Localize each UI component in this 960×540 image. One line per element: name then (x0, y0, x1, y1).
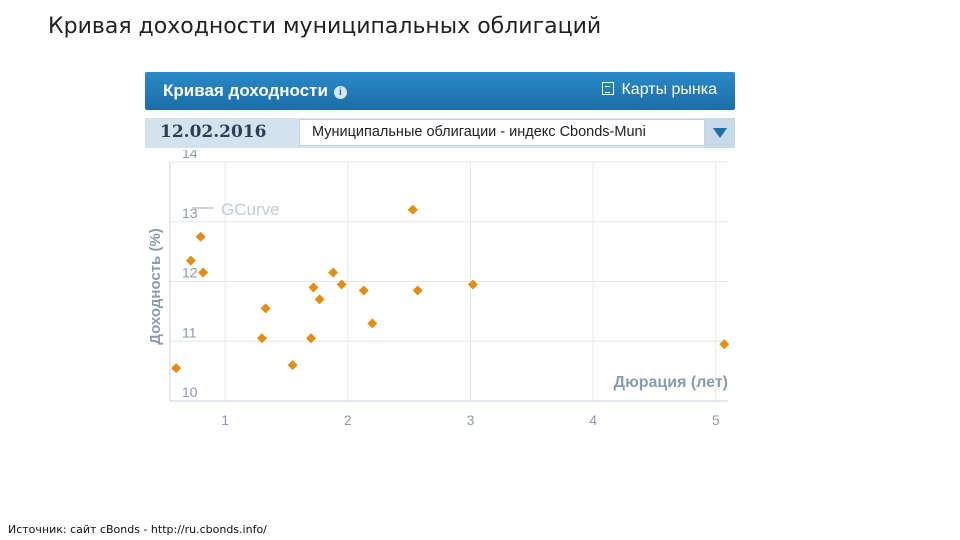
x-axis-label: Дюрация (лет) (614, 374, 728, 391)
date-field[interactable]: 12.02.2016 (160, 122, 267, 142)
x-tick-label: 2 (344, 412, 352, 428)
data-point (336, 279, 347, 290)
x-tick-label: 1 (221, 412, 229, 428)
data-point (256, 333, 267, 344)
data-point (195, 231, 206, 242)
y-tick-label: 11 (182, 324, 197, 340)
y-axis-label: Доходность (%) (147, 228, 164, 345)
y-tick-label: 10 (182, 384, 198, 400)
data-point (467, 279, 478, 290)
data-point (308, 282, 319, 293)
market-maps-link[interactable]: Карты рынка (602, 81, 717, 99)
data-point (260, 303, 271, 314)
filter-bar: 12.02.2016 Муниципальные облигации - инд… (145, 118, 735, 148)
chevron-down-icon[interactable] (705, 118, 735, 148)
market-maps-label: Карты рынка (621, 81, 717, 98)
widget-title-label: Кривая доходности (163, 81, 328, 100)
map-icon (602, 82, 615, 95)
slide-title: Кривая доходности муниципальных облигаци… (48, 14, 602, 39)
data-point (287, 360, 298, 371)
source-note: Источник: сайт cBonds - http://ru.cbonds… (8, 523, 267, 536)
y-tick-label: 12 (182, 265, 198, 281)
y-tick-label: 14 (182, 150, 198, 161)
x-tick-label: 3 (467, 412, 475, 428)
data-point (314, 294, 325, 305)
data-point (367, 318, 378, 329)
widget-title: Кривая доходности i (163, 81, 347, 101)
data-point (412, 285, 423, 296)
x-tick-label: 4 (589, 412, 597, 428)
index-select[interactable]: Муниципальные облигации - индекс Cbonds-… (299, 119, 705, 146)
info-icon[interactable]: i (333, 86, 347, 99)
data-point (306, 333, 317, 344)
x-tick-label: 5 (712, 412, 720, 428)
data-point (407, 204, 418, 215)
data-point (198, 267, 209, 278)
widget-header: Кривая доходности i Карты рынка (145, 72, 735, 110)
legend-entry: GCurve (221, 200, 280, 219)
data-point (719, 339, 730, 350)
data-point (328, 267, 339, 278)
data-point (185, 255, 196, 266)
data-point (171, 363, 182, 374)
data-point (358, 285, 369, 296)
